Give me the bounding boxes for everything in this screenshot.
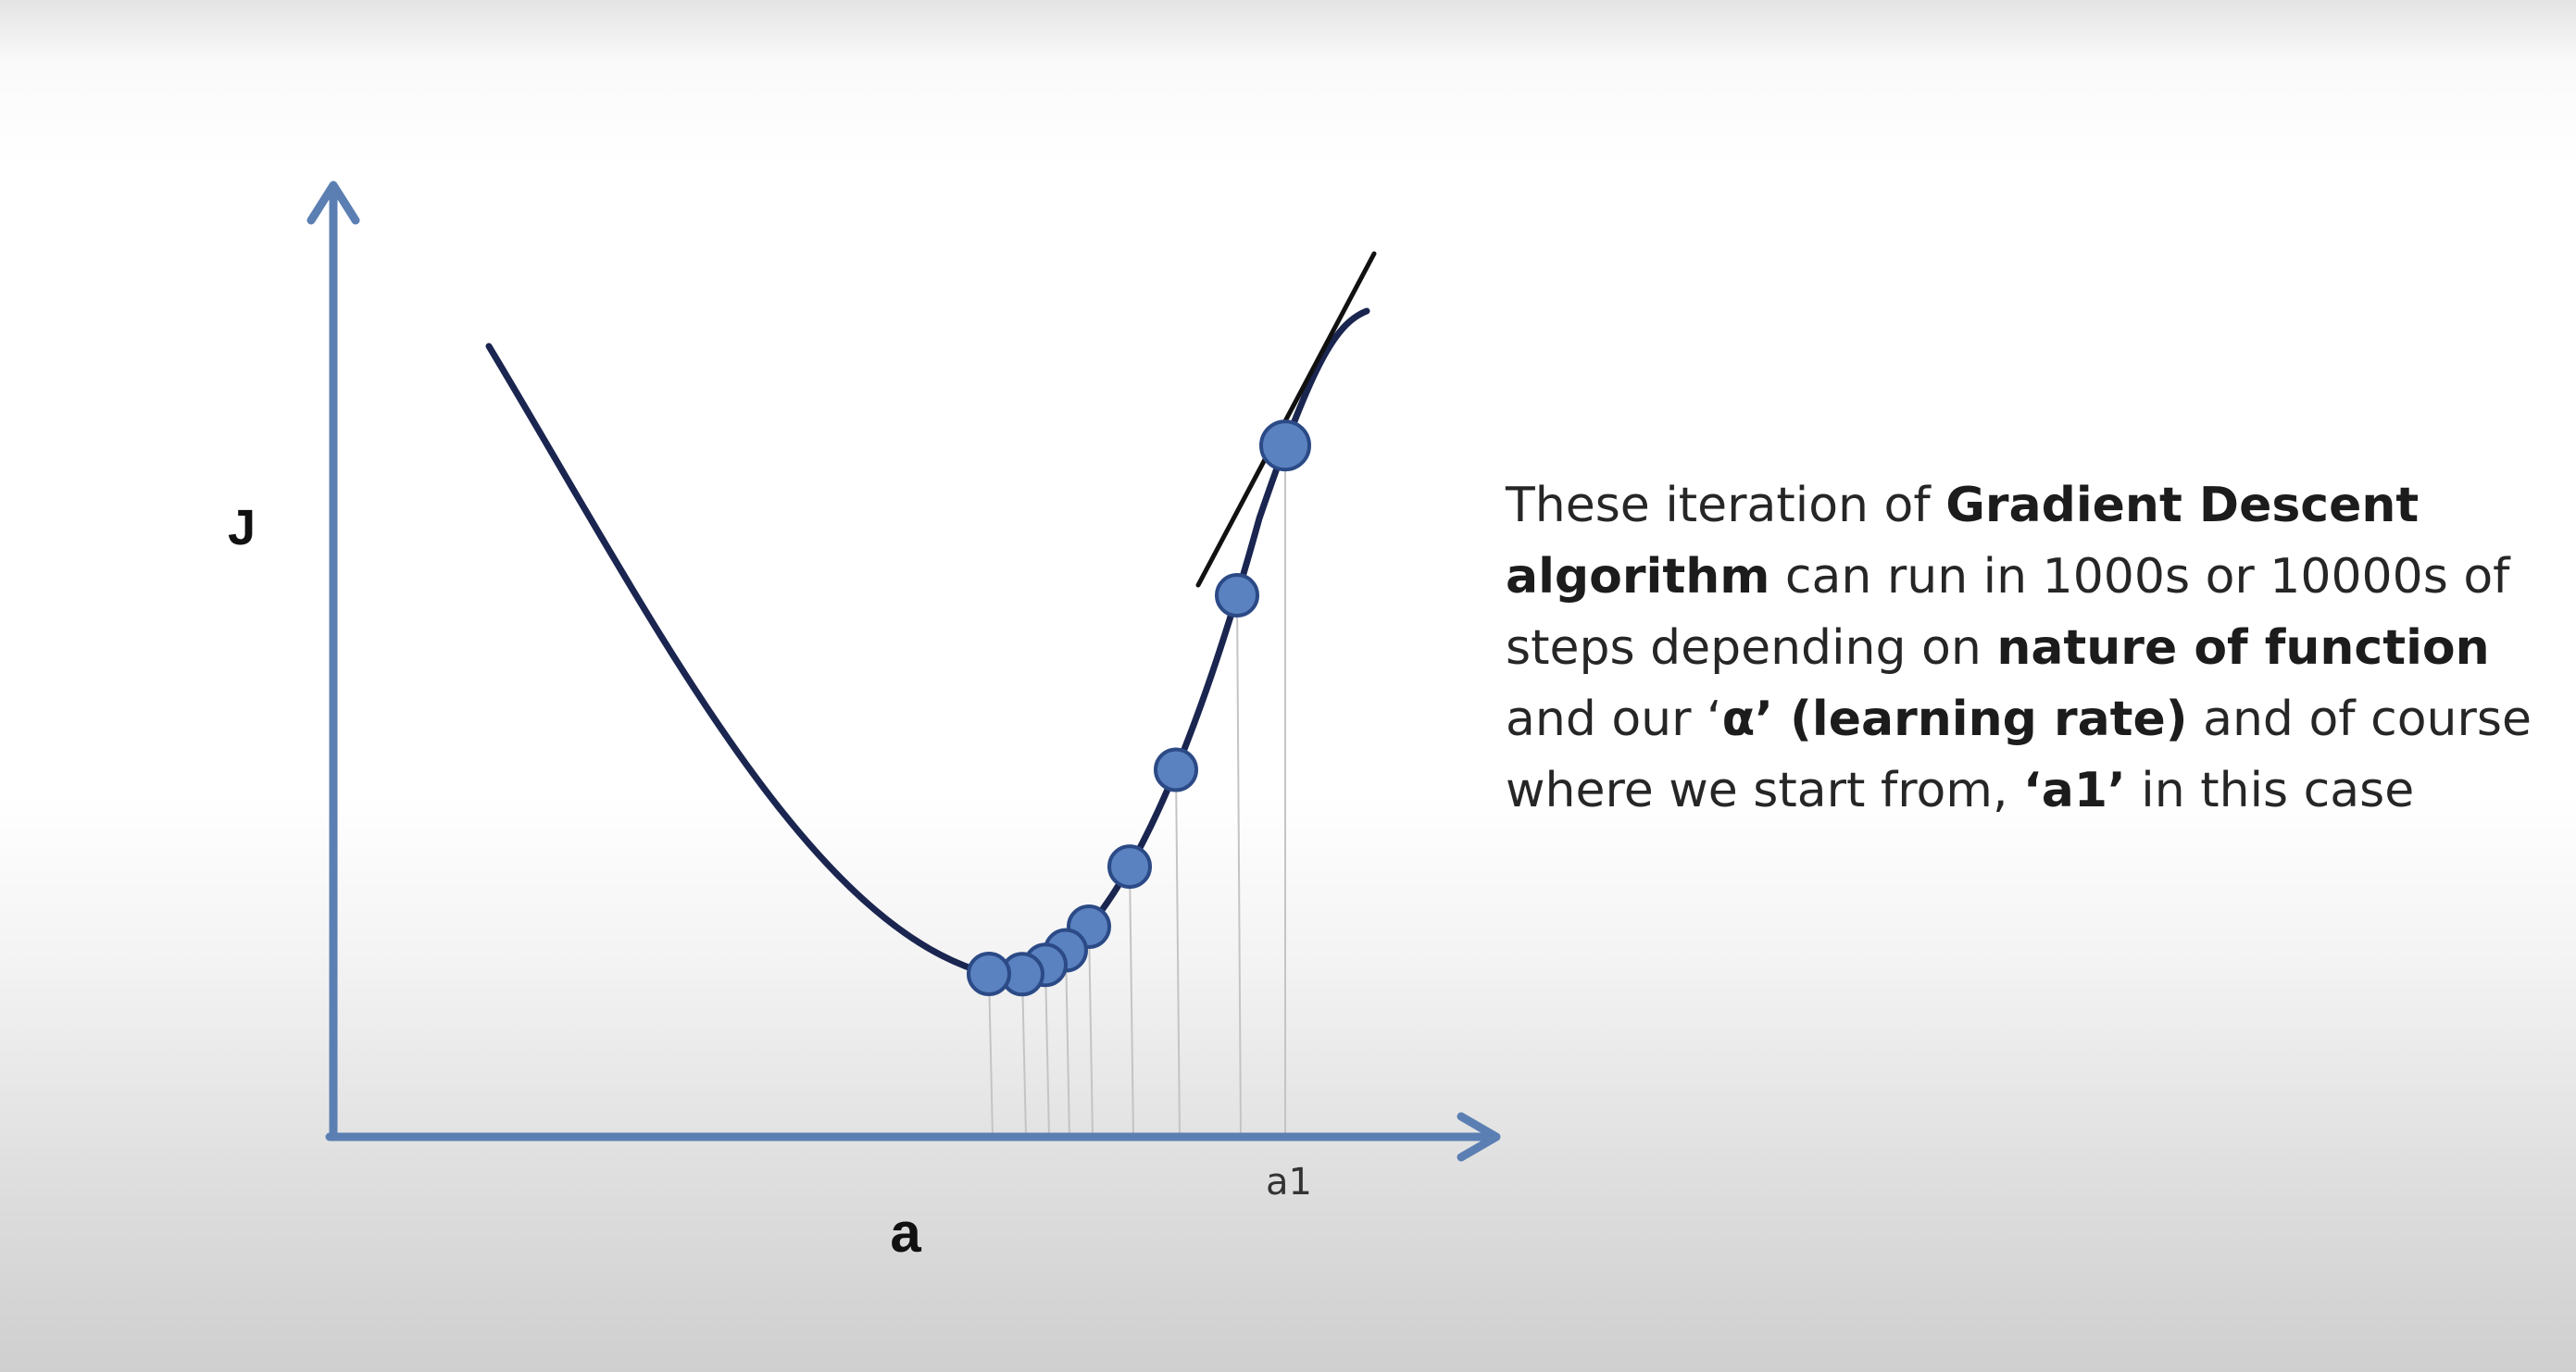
drop-line xyxy=(1021,974,1027,1138)
description-emphasis: Gradient Descent algorithm xyxy=(1506,478,2420,605)
description-segment: and of course where we start from, xyxy=(1506,692,2532,818)
description-emphasis: ‘a1’ xyxy=(2023,763,2126,818)
drop-line xyxy=(1175,769,1181,1138)
tangent-line xyxy=(1195,251,1377,588)
drop-line xyxy=(1065,950,1070,1138)
start-point xyxy=(1259,419,1311,472)
description-segment: These iteration of xyxy=(1506,478,1946,533)
y-axis-label: J xyxy=(228,500,256,555)
gradient-descent-diagram: J a a1 xyxy=(228,181,1501,1264)
drop-line xyxy=(1044,965,1050,1138)
description-emphasis: nature of function xyxy=(1996,620,2490,676)
description-segment: in this case xyxy=(2125,763,2415,818)
x-axis-arrowhead xyxy=(1457,1112,1501,1162)
drop-line xyxy=(988,973,994,1138)
y-axis-arrowhead xyxy=(306,181,360,225)
x-axis-label: a xyxy=(890,1202,921,1264)
iteration-point xyxy=(1154,747,1198,792)
drop-line xyxy=(1088,926,1094,1138)
drop-line xyxy=(1128,867,1134,1138)
description-text: These iteration of Gradient Descent algo… xyxy=(1506,470,2552,827)
drop-lines xyxy=(988,445,1286,1138)
iteration-points xyxy=(966,419,1311,997)
description-emphasis: α’ (learning rate) xyxy=(1721,692,2188,747)
description-segment: can run in 1000s or 10000s of steps depe… xyxy=(1506,549,2510,676)
iteration-point xyxy=(966,952,1011,996)
iteration-point xyxy=(1107,844,1152,890)
start-point-label: a1 xyxy=(1266,1161,1312,1204)
drop-line xyxy=(1236,595,1242,1138)
iteration-point xyxy=(1215,573,1259,618)
cost-function-curve xyxy=(485,307,1370,979)
description-segment: and our ‘ xyxy=(1506,692,1722,747)
